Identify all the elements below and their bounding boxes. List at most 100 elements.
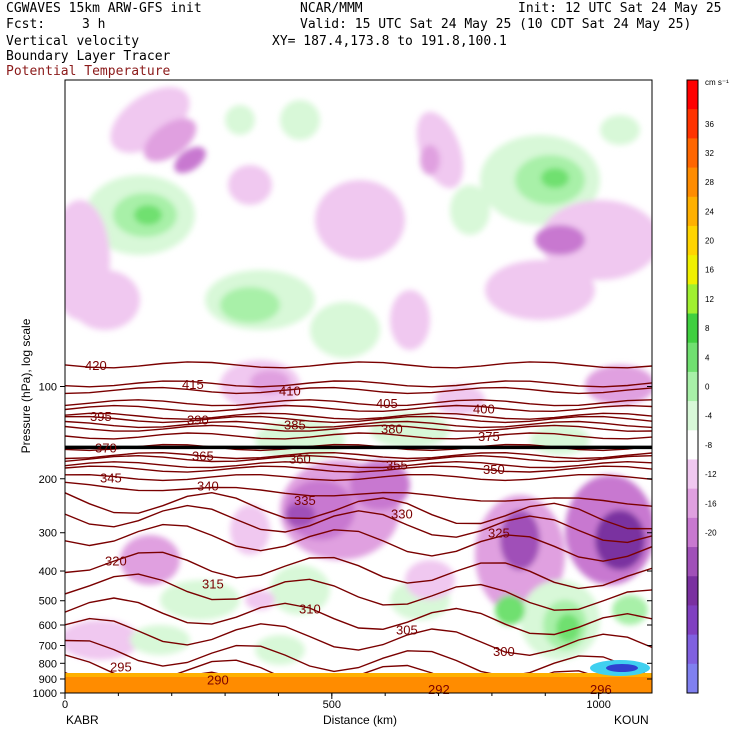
colorbar-swatch xyxy=(687,430,698,460)
isentrope-label: 320 xyxy=(105,554,127,569)
colorbar-swatch xyxy=(687,196,698,227)
isentrope-label: 350 xyxy=(483,462,505,477)
forecast-label: Fcst: xyxy=(6,17,46,32)
isentrope-365 xyxy=(65,451,652,460)
colorbar-swatch xyxy=(687,371,698,402)
isentrope-label: 335 xyxy=(294,493,316,508)
colorbar-swatch xyxy=(687,225,698,256)
tracer-band xyxy=(65,676,652,693)
isentrope-340 xyxy=(65,481,652,507)
isentrope-label: 295 xyxy=(110,660,132,675)
isentrope-330 xyxy=(65,504,652,544)
isentrope-375 xyxy=(65,432,652,440)
isentrope-label: 355 xyxy=(386,458,408,473)
isentrope-305 xyxy=(65,617,652,657)
isentrope-405 xyxy=(65,399,652,407)
isentrope-320 xyxy=(65,551,652,590)
colorbar-swatch xyxy=(687,634,698,665)
isentrope-label: 400 xyxy=(473,402,495,417)
pressure-axis: 100 200 300 400 500 600 700 800 900 1000 xyxy=(33,382,652,700)
isentrope-label: 420 xyxy=(85,358,107,373)
isentrope-345 xyxy=(65,473,652,482)
tracer-top xyxy=(65,673,652,677)
colorbar-label: -8 xyxy=(705,441,713,450)
isentrope-label: 410 xyxy=(279,383,301,398)
isentrope-label: 395 xyxy=(90,409,112,424)
left-endpoint-label: KABR xyxy=(66,713,99,727)
isentrope-label: 370 xyxy=(95,440,117,455)
x-tick-label: 0 xyxy=(62,699,68,711)
isentrope-420 xyxy=(65,361,652,369)
colorbar-swatch xyxy=(687,576,698,606)
colorbar-swatch xyxy=(687,167,698,198)
potential-temperature-labels: 420 415 410 405 400 395 390 385 380 375 370 365 360 3… xyxy=(85,358,612,697)
isentrope-label: 375 xyxy=(478,429,500,444)
colorbar-label: 12 xyxy=(705,295,714,304)
y-axis-label: Pressure (hPa), log scale xyxy=(19,318,33,453)
isentrope-label: 315 xyxy=(202,577,224,592)
colorbar-swatch xyxy=(687,313,698,344)
y-tick-label: 800 xyxy=(39,658,57,670)
colorbar-swatch xyxy=(687,488,698,519)
isentrope-335 xyxy=(65,491,652,530)
y-tick-label: 900 xyxy=(39,674,57,686)
colorbar-label: 0 xyxy=(705,383,710,392)
colorbar-swatch xyxy=(687,401,698,431)
colorbar-swatch xyxy=(687,342,698,373)
colorbar-label: -16 xyxy=(705,499,717,508)
colorbar-frame xyxy=(686,79,699,694)
isentrope-label: 345 xyxy=(100,470,122,485)
isentrope-label: 360 xyxy=(289,452,311,467)
colorbar-swatch xyxy=(687,663,698,694)
isentrope-310 xyxy=(65,597,652,636)
forecast-hour: 3 h xyxy=(82,17,106,32)
colorbar-label: -4 xyxy=(705,412,713,421)
y-tick-label: 300 xyxy=(39,528,57,540)
colorbar-swatch xyxy=(687,255,698,285)
surface-theta-label: 296 xyxy=(590,682,612,697)
colorbar-swatch xyxy=(687,547,698,577)
colorbar-unit: cm s⁻¹ xyxy=(705,78,729,87)
field-vertical-velocity: Vertical velocity xyxy=(6,34,140,49)
cross-section-endpoints: XY= 187.4,173.8 to 191.8,100.1 xyxy=(272,34,507,49)
isentrope-380 xyxy=(65,424,652,432)
isentrope-label: 330 xyxy=(391,507,413,522)
colorbar-swatch xyxy=(687,517,698,548)
isentrope-label: 325 xyxy=(488,526,510,541)
colorbar-label: 4 xyxy=(705,353,710,362)
isentrope-415 xyxy=(65,380,652,388)
colorbar-label: 8 xyxy=(705,324,710,333)
org-label: NCAR/MMM xyxy=(300,1,363,16)
boundary-layer-tracer xyxy=(65,660,652,693)
colorbar-label: 36 xyxy=(705,120,714,129)
isentrope-label: 390 xyxy=(187,412,209,427)
y-tick-label: 500 xyxy=(39,596,57,608)
isentrope-label: 305 xyxy=(396,622,418,637)
distance-axis: 0 500 1000 xyxy=(62,693,611,711)
isentrope-350 xyxy=(65,465,652,473)
colorbar-swatch xyxy=(687,605,698,636)
isentrope-label: 340 xyxy=(197,478,219,493)
colorbar-label: -12 xyxy=(705,470,717,479)
model-title: CGWAVES 15km ARW-GFS init xyxy=(6,1,202,16)
isentrope-360 xyxy=(65,454,652,463)
field-potential-temperature: Potential Temperature xyxy=(6,64,171,79)
isentrope-325 xyxy=(65,523,652,562)
colorbar-swatch xyxy=(687,80,698,110)
isentrope-label: 310 xyxy=(299,601,321,616)
isentrope-355 xyxy=(65,460,652,469)
isentrope-400 xyxy=(65,404,652,413)
colorbar-label: 24 xyxy=(705,207,714,216)
isentrope-label: 365 xyxy=(192,449,214,464)
y-tick-label: 200 xyxy=(39,474,57,486)
isentrope-390 xyxy=(65,415,652,424)
y-tick-label: 100 xyxy=(39,382,57,394)
right-endpoint-label: KOUN xyxy=(614,713,649,727)
isentrope-label: 290 xyxy=(207,673,229,688)
init-time: Init: 12 UTC Sat 24 May 25 xyxy=(518,1,722,16)
colorbar-label: -20 xyxy=(705,528,717,537)
colorbar-swatch xyxy=(687,284,698,315)
colorbar-label: 32 xyxy=(705,149,714,158)
isentrope-label: 415 xyxy=(182,377,204,392)
